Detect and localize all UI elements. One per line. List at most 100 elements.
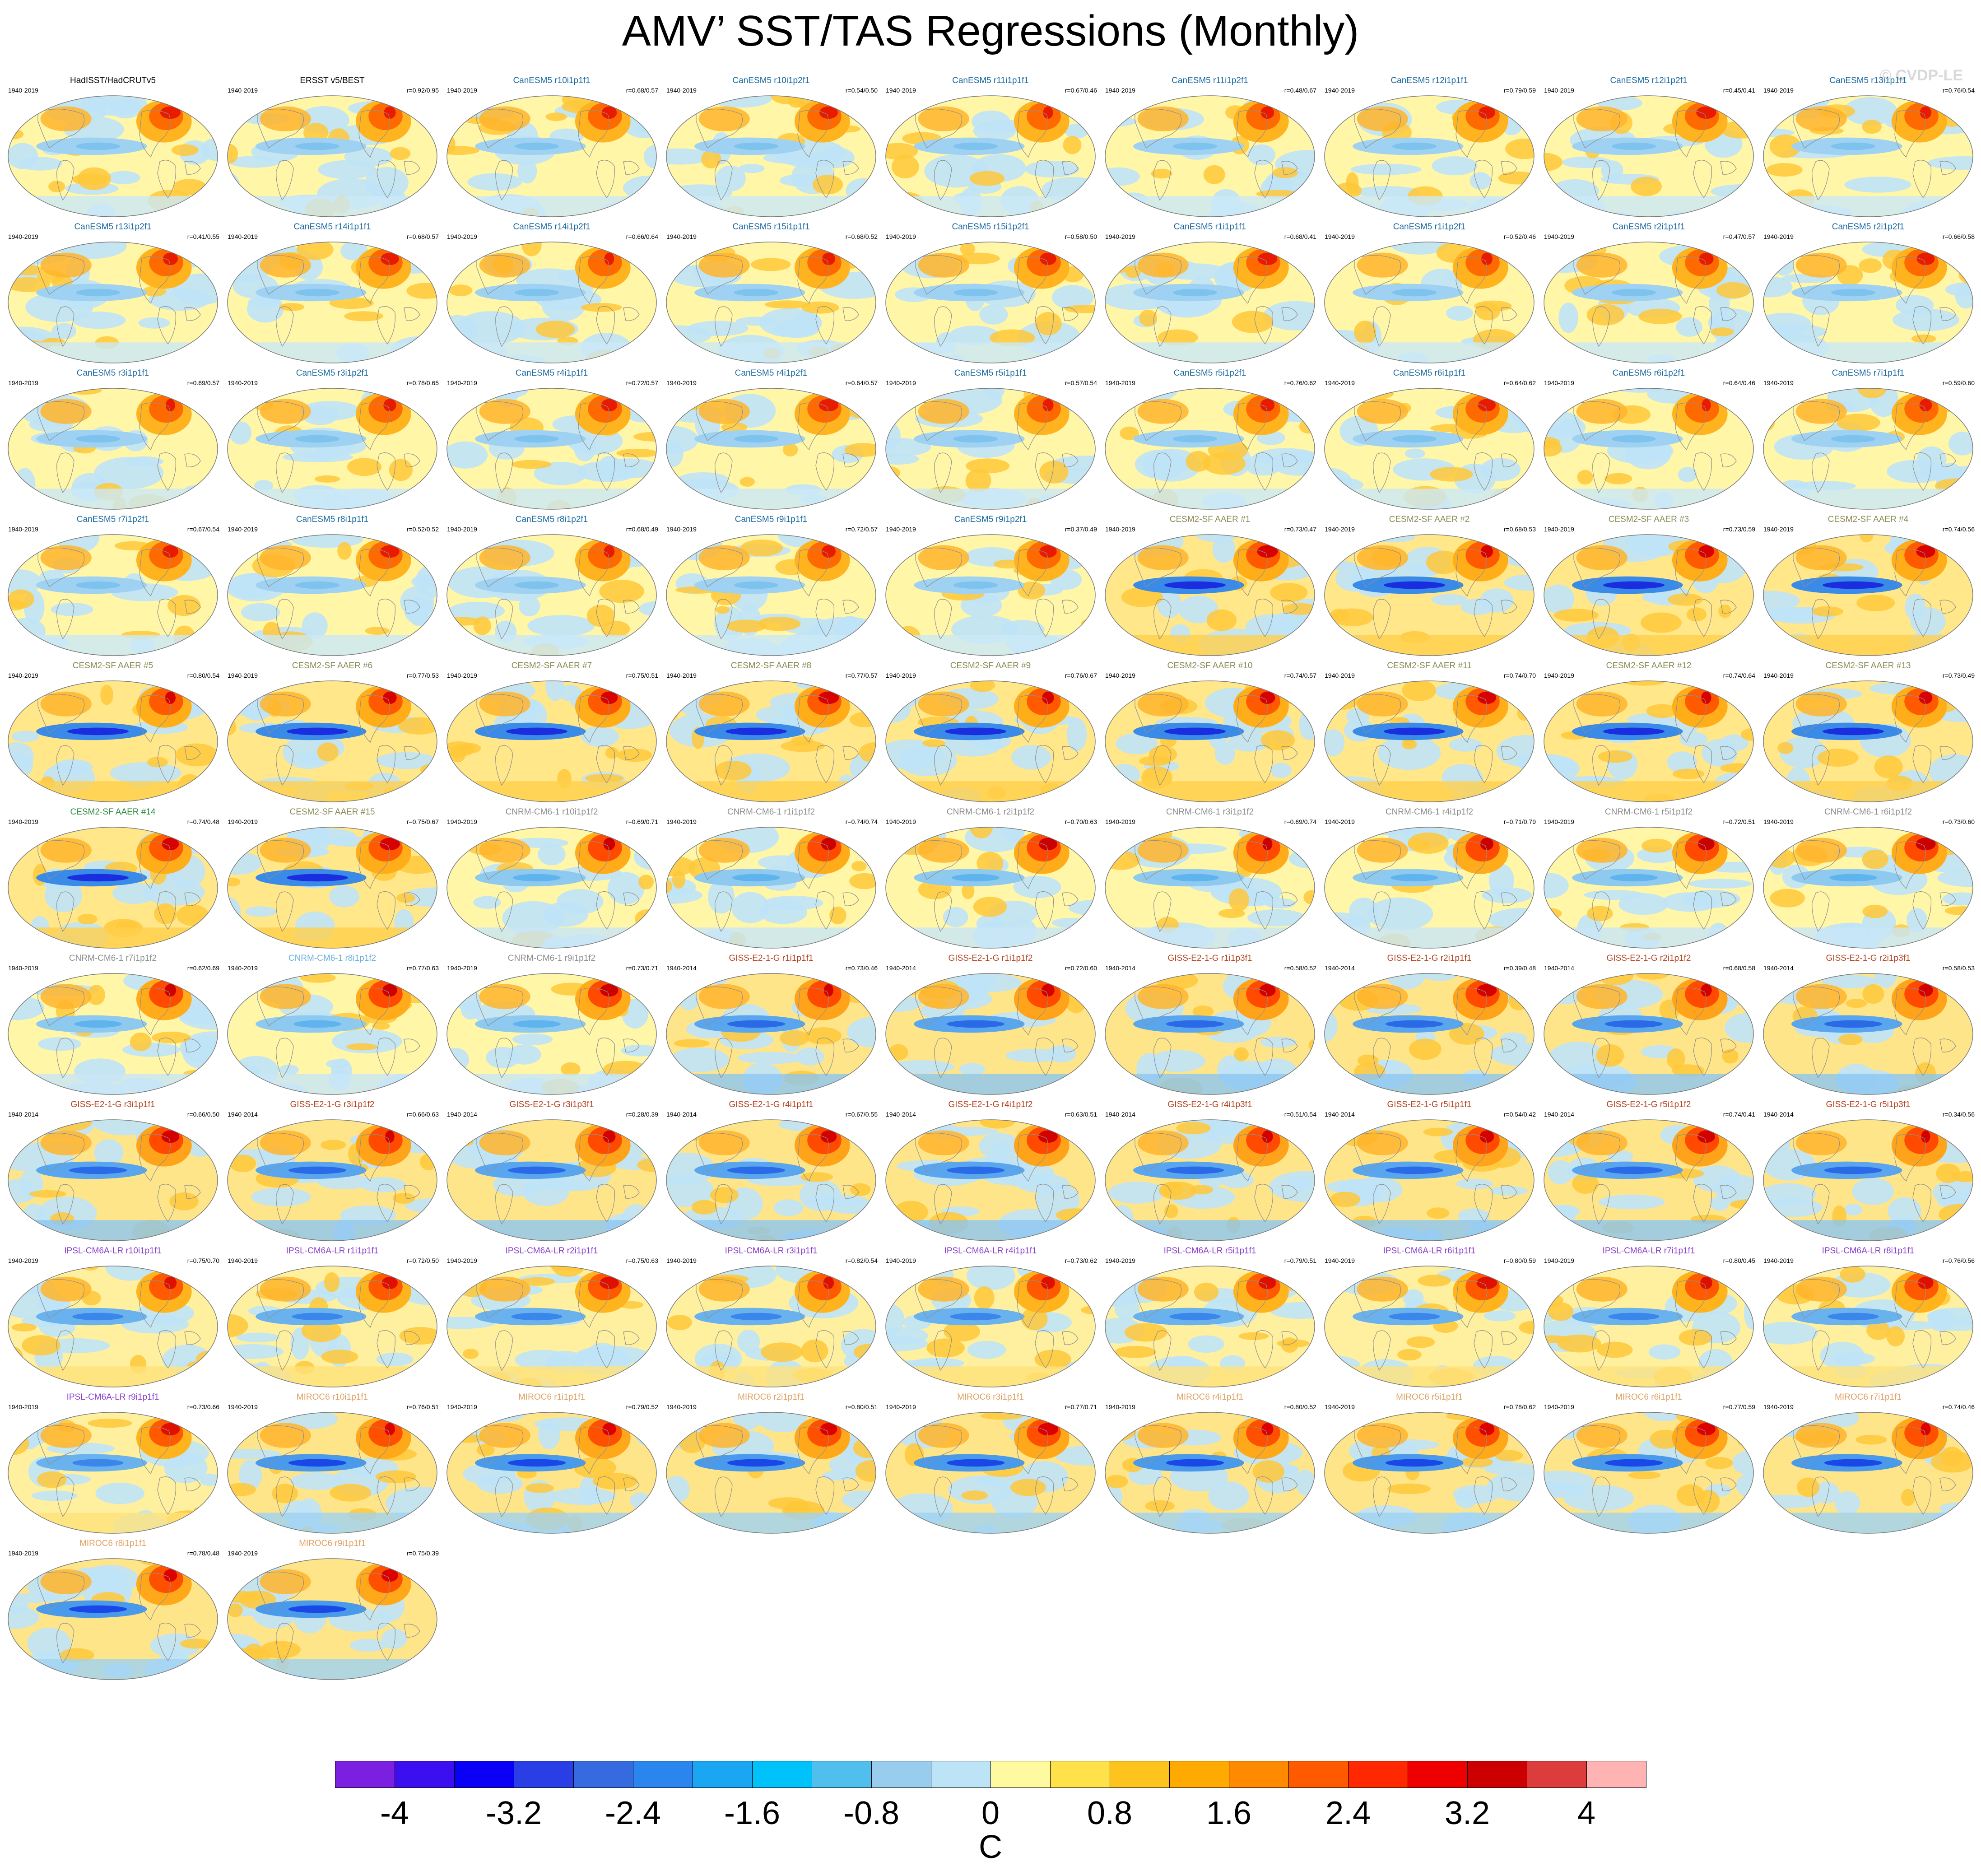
- regression-map: [1763, 680, 1973, 802]
- panel-title: MIROC6 r8i1p1f1: [79, 1539, 146, 1548]
- panel-title: MIROC6 r5i1p1f1: [1396, 1392, 1463, 1402]
- panel-correlation: r=0.73/0.60: [1942, 818, 1975, 825]
- credit-watermark: © CVDP-LE: [1880, 67, 1963, 84]
- panel-title: IPSL-CM6A-LR r1i1p1f1: [286, 1246, 379, 1256]
- panel-years: 1940-2014: [886, 1111, 916, 1118]
- map-panel: CNRM-CM6-1 r10i1p1f2 1940-2019 r=0.69/0.71: [442, 807, 661, 956]
- regression-map: [1544, 242, 1754, 363]
- regression-map: [1105, 827, 1315, 949]
- panel-correlation: r=0.63/0.51: [1065, 1111, 1097, 1118]
- panel-title: CanESM5 r13i1p2f1: [74, 222, 152, 232]
- panel-title: CNRM-CM6-1 r3i1p1f2: [1166, 807, 1254, 817]
- regression-map: [1105, 680, 1315, 802]
- panel-title: CESM2-SF AAER #3: [1608, 515, 1689, 524]
- regression-map: [227, 1119, 437, 1241]
- regression-map: [227, 1266, 437, 1387]
- panel-years: 1940-2019: [1763, 818, 1794, 825]
- panel-correlation: r=0.74/0.70: [1503, 672, 1536, 679]
- panel-years: 1940-2014: [228, 1111, 258, 1118]
- colorbar-swatch: [633, 1761, 693, 1788]
- regression-map: [1324, 388, 1535, 510]
- panel-years: 1940-2014: [1763, 964, 1794, 972]
- map-panel: CanESM5 r6i1p2f1 1940-2019 r=0.64/0.46: [1539, 368, 1758, 517]
- map-panel: CNRM-CM6-1 r7i1p1f2 1940-2019 r=0.62/0.69: [4, 954, 222, 1103]
- map-panel: MIROC6 r8i1p1f1 1940-2019 r=0.78/0.48: [4, 1539, 222, 1688]
- panel-title: MIROC6 r6i1p1f1: [1615, 1392, 1682, 1402]
- panel-title: GISS-E2-1-G r4i1p1f1: [729, 1100, 814, 1109]
- regression-map: [1324, 534, 1535, 656]
- panel-correlation: r=0.75/0.39: [406, 1550, 439, 1557]
- panel-correlation: r=0.72/0.51: [1723, 818, 1755, 825]
- regression-map: [666, 242, 876, 363]
- regression-map: [666, 1412, 876, 1534]
- regression-map: [885, 242, 1096, 363]
- panel-correlation: r=0.74/0.41: [1723, 1111, 1755, 1118]
- panel-title: CESM2-SF AAER #9: [950, 661, 1031, 670]
- panel-years: 1940-2019: [8, 233, 38, 240]
- panel-years: 1940-2019: [8, 1257, 38, 1264]
- map-panel-grid: HadISST/HadCRUTv5 1940-2019 ERSST v5/BEST 1…: [4, 76, 1975, 1688]
- panel-title: IPSL-CM6A-LR r2i1p1f1: [505, 1246, 598, 1256]
- colorbar-swatch: [1586, 1761, 1646, 1788]
- panel-correlation: r=0.72/0.57: [626, 379, 658, 386]
- regression-map: [446, 534, 657, 656]
- panel-correlation: r=0.75/0.63: [626, 1257, 658, 1264]
- colorbar-swatch: [1110, 1761, 1170, 1788]
- panel-years: 1940-2019: [8, 1403, 38, 1410]
- map-panel: ERSST v5/BEST 1940-2019 r=0.92/0.95: [223, 76, 442, 225]
- panel-title: CanESM5 r11i1p1f1: [952, 76, 1029, 85]
- panel-title: CanESM5 r5i1p1f1: [954, 368, 1027, 378]
- panel-title: CESM2-SF AAER #4: [1828, 515, 1909, 524]
- regression-map: [1544, 534, 1754, 656]
- map-panel: MIROC6 r9i1p1f1 1940-2019 r=0.75/0.39: [223, 1539, 442, 1688]
- regression-map: [227, 95, 437, 217]
- regression-map: [1105, 242, 1315, 363]
- panel-correlation: r=0.64/0.62: [1503, 379, 1536, 386]
- panel-title: CNRM-CM6-1 r7i1p1f2: [69, 954, 157, 963]
- panel-years: 1940-2019: [1763, 1257, 1794, 1264]
- map-panel: MIROC6 r5i1p1f1 1940-2019 r=0.78/0.62: [1320, 1392, 1539, 1541]
- panel-correlation: r=0.77/0.63: [406, 964, 439, 972]
- panel-years: 1940-2019: [447, 1403, 477, 1410]
- map-panel: IPSL-CM6A-LR r4i1p1f1 1940-2019 r=0.73/0.6…: [881, 1246, 1100, 1395]
- regression-map: [885, 973, 1096, 1095]
- colorbar-swatch: [1288, 1761, 1349, 1788]
- map-panel: CNRM-CM6-1 r8i1p1f2 1940-2019 r=0.77/0.63: [223, 954, 442, 1103]
- panel-correlation: r=0.75/0.67: [406, 818, 439, 825]
- colorbar-tick-label: -2.4: [605, 1795, 661, 1831]
- map-panel: CNRM-CM6-1 r9i1p1f2 1940-2019 r=0.73/0.71: [442, 954, 661, 1103]
- map-panel: CanESM5 r3i1p1f1 1940-2019 r=0.69/0.57: [4, 368, 222, 517]
- panel-years: 1940-2019: [447, 672, 477, 679]
- map-panel: CanESM5 r15i1p2f1 1940-2019 r=0.58/0.50: [881, 222, 1100, 371]
- panel-title: CanESM5 r10i1p2f1: [732, 76, 810, 85]
- regression-map: [885, 1119, 1096, 1241]
- colorbar-swatch: [454, 1761, 514, 1788]
- panel-years: 1940-2019: [447, 233, 477, 240]
- colorbar-swatch: [514, 1761, 574, 1788]
- map-panel: CESM2-SF AAER #7 1940-2019 r=0.75/0.51: [442, 661, 661, 810]
- panel-years: 1940-2014: [886, 964, 916, 972]
- panel-correlation: r=0.51/0.54: [1284, 1111, 1316, 1118]
- panel-years: 1940-2019: [886, 379, 916, 386]
- panel-title: CanESM5 r13i1p1f1: [1829, 76, 1907, 85]
- panel-correlation: r=0.67/0.46: [1065, 87, 1097, 94]
- panel-title: CESM2-SF AAER #14: [70, 807, 156, 817]
- panel-years: 1940-2019: [1105, 1257, 1135, 1264]
- panel-years: 1940-2014: [1763, 1111, 1794, 1118]
- panel-years: 1940-2014: [8, 1111, 38, 1118]
- panel-years: 1940-2019: [228, 1403, 258, 1410]
- regression-map: [1763, 388, 1973, 510]
- regression-map: [446, 973, 657, 1095]
- colorbar: [335, 1761, 1646, 1789]
- regression-map: [1105, 973, 1315, 1095]
- panel-years: 1940-2019: [886, 233, 916, 240]
- panel-title: IPSL-CM6A-LR r8i1p1f1: [1822, 1246, 1915, 1256]
- map-panel: CanESM5 r3i1p2f1 1940-2019 r=0.78/0.65: [223, 368, 442, 517]
- map-panel: GISS-E2-1-G r1i1p1f2 1940-2014 r=0.72/0.60: [881, 954, 1100, 1103]
- panel-correlation: r=0.73/0.71: [626, 964, 658, 972]
- panel-title: GISS-E2-1-G r3i1p1f2: [290, 1100, 375, 1109]
- colorbar-swatch: [1467, 1761, 1527, 1788]
- panel-correlation: r=0.64/0.57: [845, 379, 878, 386]
- regression-map: [666, 1266, 876, 1387]
- colorbar-swatch: [990, 1761, 1051, 1788]
